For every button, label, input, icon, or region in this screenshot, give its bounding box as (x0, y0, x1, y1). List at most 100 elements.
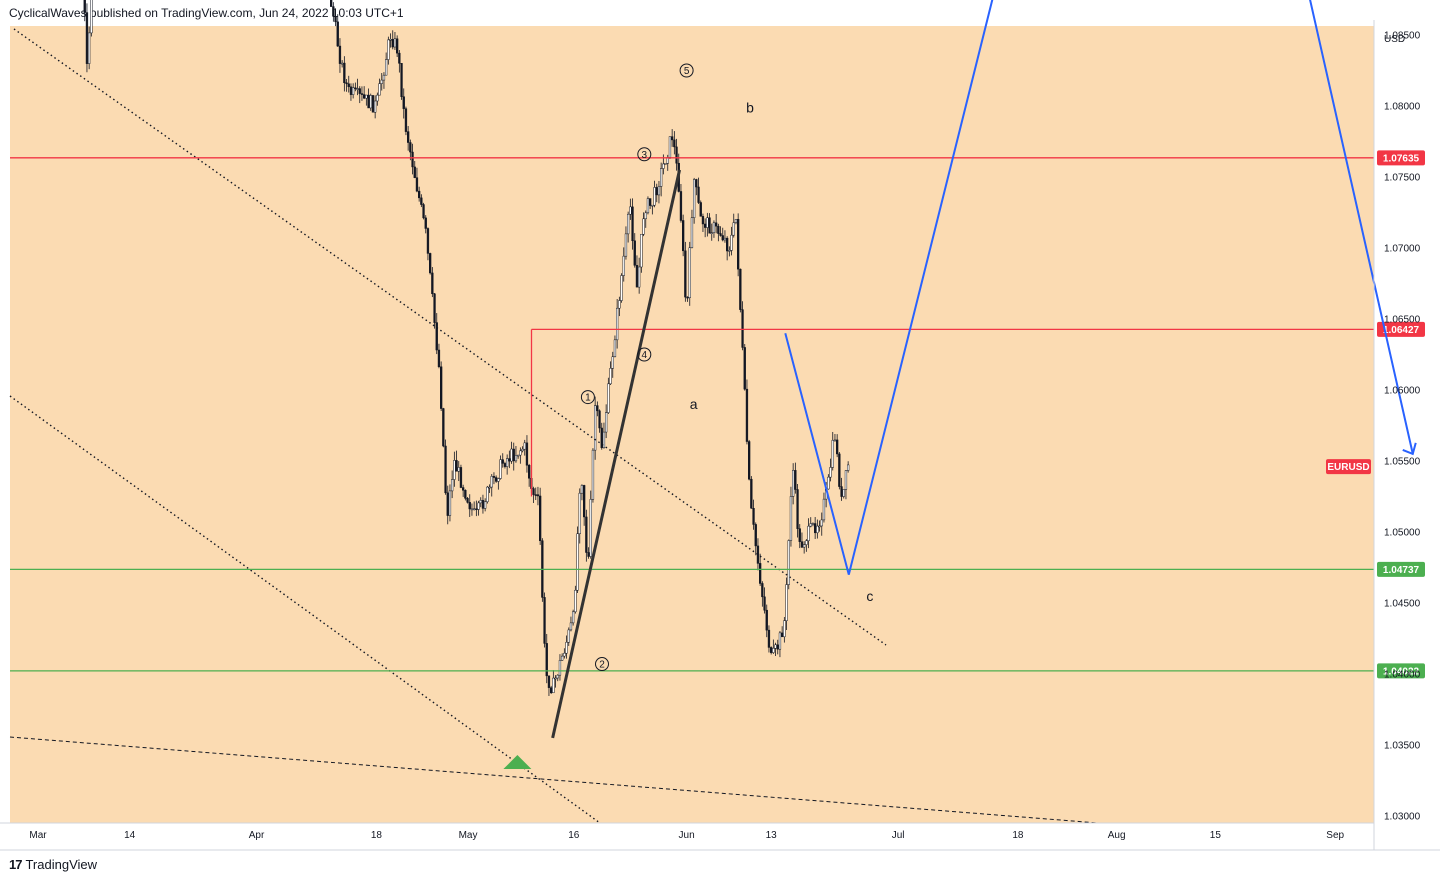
time-tick-label: 18 (371, 830, 383, 841)
candle-body (402, 96, 405, 109)
candle-body (558, 660, 562, 676)
candle-body (543, 597, 546, 644)
candle-body (682, 220, 685, 252)
candle-body (479, 500, 482, 504)
wave-label: c (866, 588, 873, 604)
candle-body (750, 478, 753, 509)
candle-body (792, 470, 795, 497)
candle-body (668, 136, 672, 158)
candle-body (521, 448, 524, 452)
price-tick-label: 1.04000 (1384, 670, 1421, 681)
candle-body (349, 86, 353, 95)
candle-body (396, 38, 399, 54)
candle-body (532, 488, 535, 495)
candle-body (475, 508, 478, 511)
candle-body (580, 485, 584, 494)
candle-body (413, 166, 416, 178)
candle-body (446, 492, 449, 516)
candle-body (426, 228, 430, 254)
candle-body (528, 464, 531, 479)
candle-body (369, 95, 372, 109)
candle-body (85, 12, 89, 64)
candle-body (330, 0, 333, 7)
candle-body (451, 479, 454, 492)
price-level-badge (1377, 150, 1425, 166)
candle-body (611, 356, 614, 369)
candle-body (620, 275, 623, 301)
candle-body (424, 217, 427, 229)
candle-body (785, 584, 788, 621)
candle-body (440, 366, 443, 409)
candle-body (576, 533, 579, 591)
candle-body (347, 83, 350, 88)
candle-body (655, 187, 658, 196)
candle-body (671, 136, 674, 141)
candle-body (481, 500, 485, 509)
candle-body (567, 629, 570, 643)
candle-body (591, 449, 595, 500)
candle-body (803, 544, 806, 548)
candle-body (712, 222, 716, 233)
candle-body (796, 489, 799, 529)
candle-body (831, 440, 834, 468)
candle-body (341, 62, 344, 65)
candle-body (367, 94, 370, 109)
candle-body (664, 163, 667, 165)
time-tick-label: Aug (1108, 830, 1126, 841)
candle-body (336, 21, 339, 47)
candle-body (829, 467, 832, 478)
price-tick-label: 1.04500 (1384, 599, 1421, 610)
price-level-badge (1377, 561, 1425, 577)
candle-body (589, 499, 592, 557)
candle-body (787, 540, 790, 585)
candle-body (539, 495, 542, 541)
candle-body (352, 87, 355, 95)
candle-body (422, 204, 425, 219)
candle-body (644, 212, 647, 220)
overlay-layer: 1.112921.093531.076351.064271.047371.040… (9, 0, 1425, 824)
candle-body (462, 487, 465, 491)
candle-body (745, 388, 749, 442)
candle-body (721, 235, 724, 241)
candle-body (684, 250, 687, 298)
wave-circle (637, 147, 652, 162)
candle-body (371, 95, 375, 113)
candle-body (662, 163, 665, 169)
price-tick-label: 1.06000 (1384, 386, 1421, 397)
candle-body (844, 470, 848, 490)
candle-body (409, 142, 412, 153)
candle-body (378, 83, 381, 96)
tradingview-logo[interactable]: 17 TradingView (9, 857, 97, 872)
candle-body (376, 94, 379, 102)
candle-body (737, 219, 740, 270)
time-axis[interactable]: Mar 14 Apr 18 May 16 Jun 13 Jul 18 Aug 15 Sep (0, 822, 1440, 851)
candle-body (389, 38, 392, 41)
price-axis[interactable]: USD 1.03000 1.03500 1.04000 1.04500 1.05000 1.… (1373, 0, 1421, 850)
tradingview-logo-text: TradingView (25, 857, 98, 872)
candle-body (547, 675, 551, 688)
wave-label: 4 (642, 350, 648, 361)
candle-body (338, 45, 342, 64)
candle-body (748, 441, 751, 480)
candle-body (653, 187, 656, 206)
candle-body (686, 296, 689, 299)
candle-body (774, 644, 777, 649)
candle-body (334, 15, 337, 23)
candle-body (759, 563, 762, 584)
candle-body (356, 88, 359, 90)
candle-body (343, 62, 346, 84)
candle-body (622, 255, 625, 276)
candle-body (503, 463, 507, 467)
candle-body (459, 467, 463, 488)
candle-body (814, 523, 817, 534)
candle-body (473, 508, 476, 511)
candle-body (770, 647, 773, 653)
candle-body (781, 632, 784, 638)
time-tick-label: Jul (892, 830, 905, 841)
candle-body (640, 233, 643, 268)
candle-body (596, 405, 599, 412)
symbol-price-label: EURUSD (1327, 462, 1369, 473)
wave-label: a (690, 396, 698, 412)
wave-circle (679, 63, 694, 78)
